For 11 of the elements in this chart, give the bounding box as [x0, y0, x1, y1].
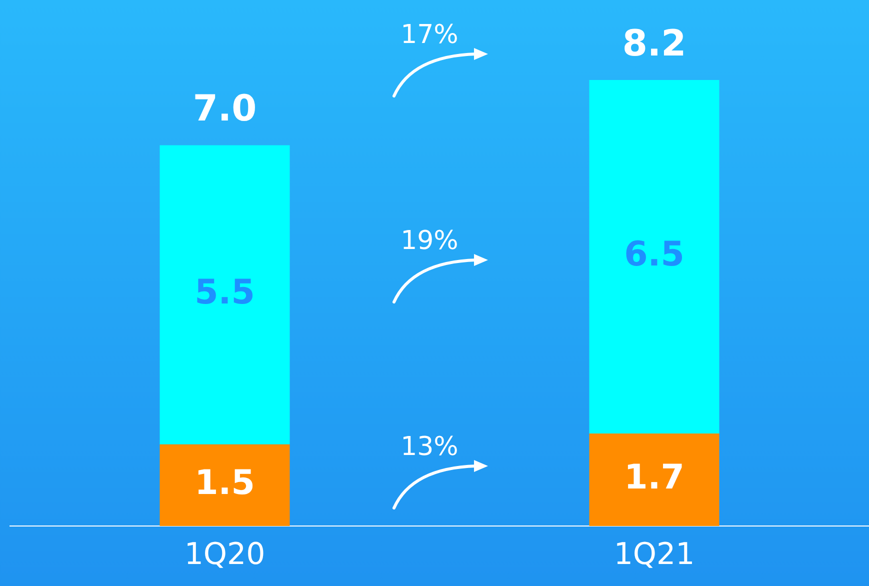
data-label: 6.5 [624, 234, 684, 275]
text: 17% [400, 20, 458, 50]
annotation: 13% [400, 432, 458, 462]
data-label: 1.5 [194, 463, 255, 504]
x-tick-label: 1Q21 [614, 536, 695, 572]
x-tick-label: 1Q20 [184, 536, 266, 572]
annotation: 19% [400, 226, 458, 256]
total-label: 7.0 [192, 88, 257, 130]
total-label: 8.2 [622, 23, 686, 64]
data-label: 5.5 [194, 272, 255, 313]
data-label: 1.7 [624, 458, 684, 498]
